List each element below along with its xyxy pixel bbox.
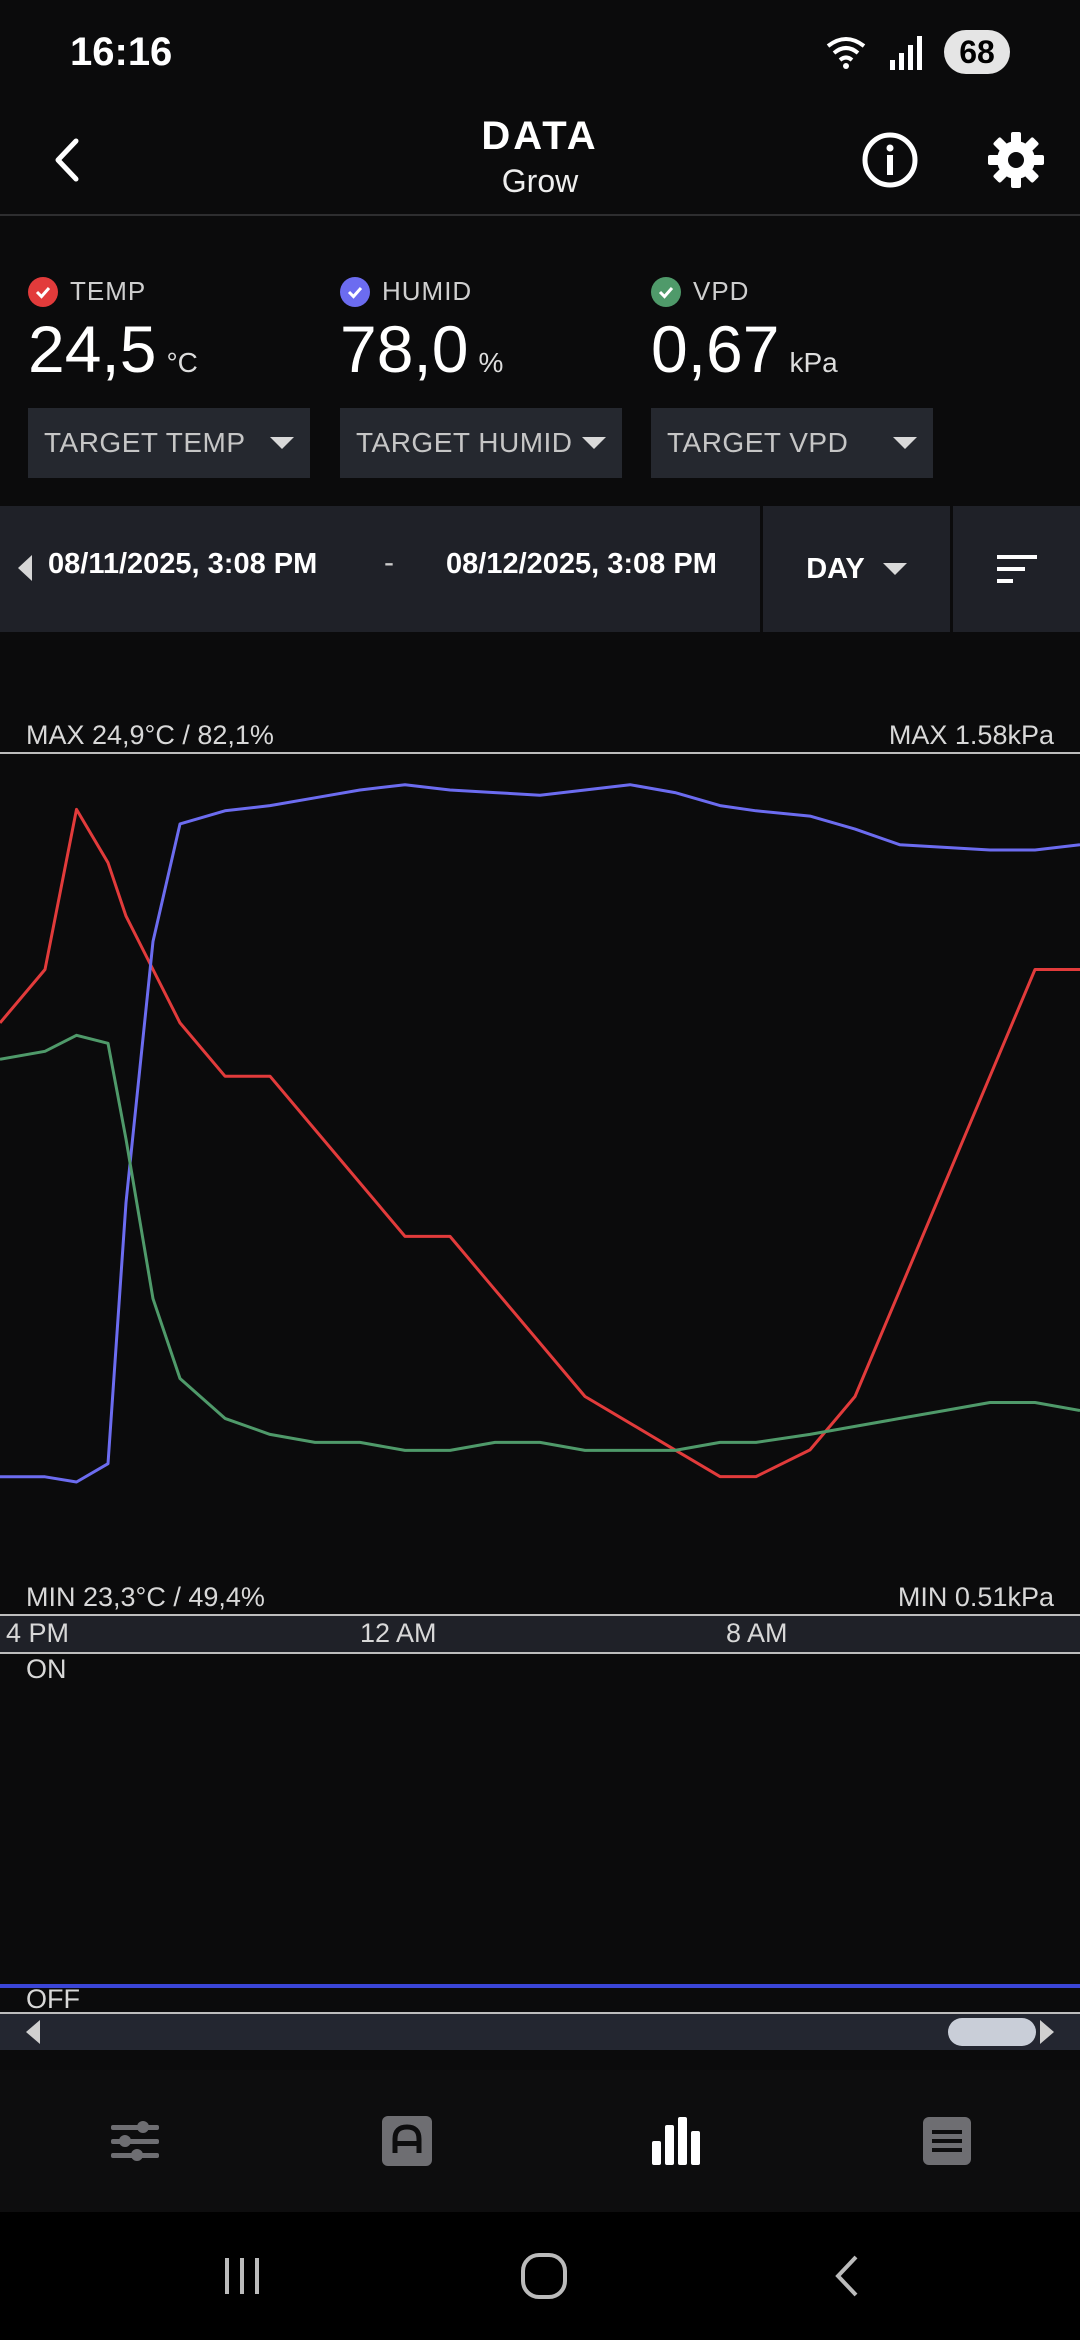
app-header: DATA Grow xyxy=(0,110,1080,216)
check-circle-icon xyxy=(651,276,681,307)
state-bottom-line xyxy=(0,2012,1080,2014)
chart-top-line xyxy=(0,752,1080,754)
metric-temp: TEMP 24,5 °C xyxy=(28,276,318,387)
chevron-left-icon xyxy=(835,2255,858,2297)
chart-scroll-thumb[interactable] xyxy=(948,2018,1036,2046)
metric-label: HUMID xyxy=(382,276,473,306)
x-axis-strip xyxy=(0,1616,1080,1654)
series-line-2 xyxy=(0,1033,1080,1452)
system-nav xyxy=(0,2212,1080,2340)
x-tick-label: 4 PM xyxy=(6,1618,70,1648)
info-icon xyxy=(862,132,918,188)
wifi-icon xyxy=(826,37,866,69)
target-vpd-select[interactable]: TARGET VPD xyxy=(651,408,933,478)
system-back-button[interactable] xyxy=(818,2246,878,2306)
date-start[interactable]: 08/11/2025, 3:08 PM xyxy=(48,548,318,580)
state-off-label: OFF xyxy=(26,1984,80,2014)
chart-bottom-line xyxy=(0,1614,1080,1616)
chart-scroll-track[interactable] xyxy=(0,2014,1080,2050)
back-button[interactable] xyxy=(38,130,98,190)
range-select[interactable]: DAY xyxy=(760,506,950,632)
state-top-line xyxy=(0,1652,1080,1654)
page-subtitle: Grow xyxy=(501,163,579,199)
metric-vpd: VPD 0,67 kPa xyxy=(651,276,941,387)
status-time: 16:16 xyxy=(70,30,173,74)
metric-humid: HUMID 78,0 % xyxy=(340,276,630,387)
metric-value: 78,0 xyxy=(340,312,469,386)
date-end[interactable]: 08/12/2025, 3:08 PM xyxy=(446,548,717,580)
x-tick-label: 12 AM xyxy=(360,1618,437,1648)
check-circle-icon xyxy=(340,276,370,307)
metric-label: TEMP xyxy=(70,276,147,306)
bottom-nav xyxy=(0,2070,1080,2212)
target-label: TARGET VPD xyxy=(667,427,849,458)
status-bar: 16:16 68 xyxy=(0,0,1080,110)
chevron-left-icon xyxy=(55,138,79,182)
chart-max-right: MAX 1.58kPa xyxy=(888,720,1054,750)
check-circle-icon xyxy=(28,276,58,307)
target-temp-select[interactable]: TARGET TEMP xyxy=(28,408,310,478)
scroll-left-icon[interactable] xyxy=(26,2020,40,2044)
scroll-right-icon[interactable] xyxy=(1040,2020,1054,2044)
recents-icon xyxy=(225,2258,259,2294)
gear-icon xyxy=(988,132,1044,188)
recents-button[interactable] xyxy=(212,2246,272,2306)
caret-down-icon xyxy=(882,563,907,575)
metric-unit: °C xyxy=(166,347,198,378)
settings-button[interactable] xyxy=(984,128,1048,192)
range-label: DAY xyxy=(806,552,865,585)
target-label: TARGET TEMP xyxy=(44,427,246,458)
sort-icon xyxy=(996,555,1037,583)
automation-icon xyxy=(382,2116,432,2166)
nav-data[interactable] xyxy=(642,2106,712,2176)
series-line-1 xyxy=(0,783,1080,1484)
nav-log[interactable] xyxy=(912,2106,982,2176)
metric-unit: % xyxy=(478,347,504,378)
state-off-line xyxy=(0,1984,1080,1988)
nav-controls[interactable] xyxy=(100,2106,170,2176)
caret-down-icon xyxy=(893,437,917,449)
target-label: TARGET HUMID xyxy=(356,427,573,458)
date-range-bar: 08/11/2025, 3:08 PM - 08/12/2025, 3:08 P… xyxy=(0,506,1080,632)
nav-automation[interactable] xyxy=(372,2106,442,2176)
caret-down-icon xyxy=(582,437,606,449)
metric-value: 0,67 xyxy=(651,312,780,386)
chart-area: MAX 24,9°C / 82,1% MAX 1.58kPa MIN 23,3°… xyxy=(0,632,1080,2052)
state-on-label: ON xyxy=(26,1654,67,1684)
date-separator: - xyxy=(384,546,394,579)
x-tick-label: 8 AM xyxy=(726,1618,788,1648)
sliders-icon xyxy=(111,2121,159,2161)
home-button[interactable] xyxy=(514,2246,574,2306)
list-icon xyxy=(923,2117,971,2165)
chart-min-left: MIN 23,3°C / 49,4% xyxy=(26,1582,265,1612)
sort-button[interactable] xyxy=(950,506,1080,632)
series-line-0 xyxy=(0,807,1080,1479)
page-title: DATA xyxy=(481,114,599,158)
metric-value: 24,5 xyxy=(28,312,157,386)
metrics-panel: TEMP 24,5 °C TARGET TEMP HUMID 78,0 % TA… xyxy=(0,216,1080,506)
signal-icon xyxy=(890,36,922,70)
bar-chart-icon xyxy=(652,2117,700,2165)
battery-indicator: 68 xyxy=(944,30,1010,74)
home-icon xyxy=(521,2253,567,2299)
info-button[interactable] xyxy=(858,128,922,192)
chart-max-left: MAX 24,9°C / 82,1% xyxy=(26,720,274,750)
metric-label: VPD xyxy=(693,276,750,306)
line-chart[interactable] xyxy=(0,632,1080,2052)
status-icons: 68 xyxy=(824,30,1010,74)
caret-down-icon xyxy=(270,437,294,449)
title-block: DATA Grow xyxy=(0,114,1080,200)
target-humid-select[interactable]: TARGET HUMID xyxy=(340,408,622,478)
chart-min-right: MIN 0.51kPa xyxy=(897,1582,1054,1612)
metric-unit: kPa xyxy=(789,347,838,378)
triangle-left-icon[interactable] xyxy=(18,555,32,581)
